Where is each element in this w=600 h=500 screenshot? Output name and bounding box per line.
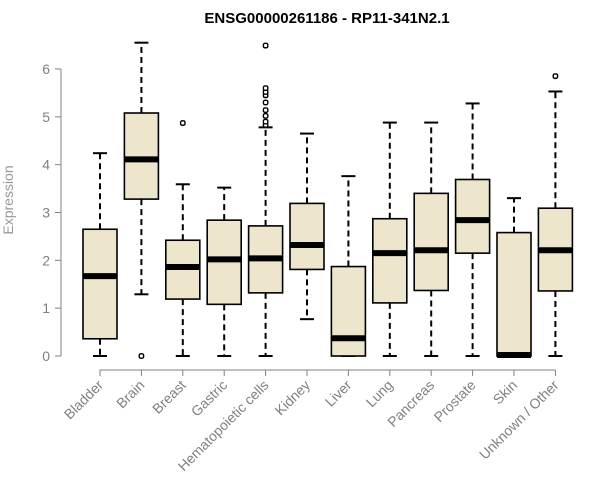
- x-tick-label: Bladder: [61, 377, 107, 423]
- box-group: [289, 132, 325, 321]
- x-tick-label: Lung: [363, 377, 396, 410]
- y-axis: 0 1 2 3 4 5 6: [42, 61, 62, 364]
- box-iqr: [123, 112, 160, 200]
- y-tick-label: 4: [42, 157, 50, 173]
- box-group: [82, 152, 118, 357]
- box-group: [330, 175, 367, 357]
- y-tick-label: 5: [42, 109, 50, 125]
- x-tick-label: Skin: [490, 377, 521, 408]
- x-tick-label: Unknown / Other: [476, 377, 562, 463]
- x-tick-label: Kidney: [272, 377, 314, 419]
- y-axis-label: Expression: [0, 165, 16, 234]
- x-tick-label: Prostate: [431, 377, 479, 425]
- x-tick-label: Liver: [322, 377, 355, 410]
- box-group: [537, 73, 574, 357]
- box-group: [413, 121, 450, 357]
- outlier-point: [262, 112, 269, 119]
- box-group: [247, 42, 284, 357]
- outlier-point: [262, 107, 269, 114]
- y-tick-label: 0: [42, 348, 50, 364]
- box-group: [206, 186, 242, 357]
- box-iqr: [496, 231, 532, 357]
- y-tick-label: 6: [42, 61, 50, 77]
- box-iqr: [330, 265, 367, 357]
- box-iqr: [454, 178, 491, 254]
- box-iqr: [413, 192, 450, 292]
- box-iqr: [371, 217, 408, 304]
- outlier-point: [262, 118, 269, 125]
- box-group: [123, 41, 160, 359]
- x-tick-label: Brain: [113, 377, 147, 411]
- box-group: [496, 197, 532, 359]
- y-tick-label: 2: [42, 252, 50, 268]
- outlier-point: [262, 85, 269, 92]
- box-series: [82, 41, 574, 359]
- outlier-point: [138, 353, 145, 359]
- outlier-point: [552, 73, 559, 80]
- chart-title: ENSG00000261186 - RP11-341N2.1: [204, 10, 449, 27]
- outlier-point: [262, 42, 269, 49]
- outlier-point: [262, 99, 269, 106]
- y-tick-label: 1: [42, 300, 50, 316]
- box-group: [371, 121, 408, 357]
- x-tick-label: Breast: [149, 377, 189, 417]
- box-iqr: [289, 202, 325, 271]
- box-group: [454, 102, 491, 357]
- y-tick-label: 3: [42, 205, 50, 221]
- box-group: [165, 120, 201, 357]
- outlier-point: [179, 120, 186, 126]
- box-iqr: [82, 228, 118, 340]
